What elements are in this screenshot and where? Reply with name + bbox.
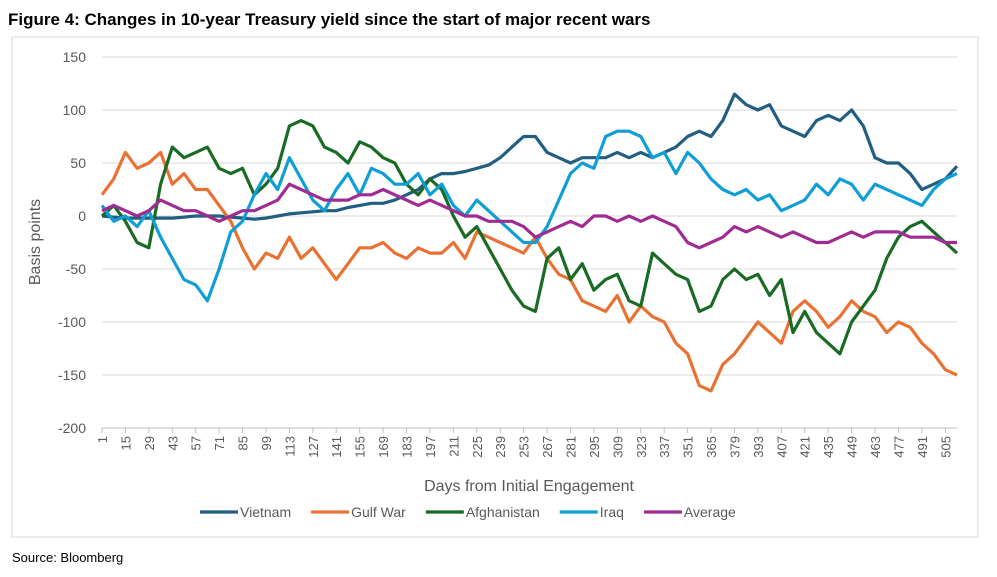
x-tick-label: 43	[165, 436, 180, 450]
x-tick-label: 449	[845, 436, 860, 458]
y-tick-label: 150	[63, 49, 87, 65]
x-tick-label: 99	[259, 436, 274, 450]
x-tick-label: 267	[540, 436, 555, 458]
x-tick-label: 365	[704, 436, 719, 458]
legend-label: Gulf War	[351, 504, 406, 520]
x-tick-label: 85	[236, 436, 251, 450]
x-tick-label: 29	[142, 436, 157, 450]
x-tick-label: 183	[400, 436, 415, 458]
x-tick-label: 253	[517, 436, 532, 458]
y-tick-label: -100	[58, 314, 86, 330]
x-tick-label: 505	[938, 436, 953, 458]
series-line	[100, 129, 958, 303]
x-tick-label: 463	[868, 436, 883, 458]
y-tick-label: -50	[66, 261, 86, 277]
chart-frame	[11, 36, 979, 538]
x-tick-label: 211	[446, 436, 461, 457]
x-tick-label: 435	[821, 436, 836, 458]
x-tick-label: 57	[189, 436, 204, 450]
series-line	[100, 119, 959, 356]
x-tick-label: 295	[587, 436, 602, 458]
x-tick-label: 169	[376, 436, 391, 458]
x-tick-label: 477	[891, 436, 906, 458]
x-tick-label: 281	[563, 436, 578, 458]
x-tick-label: 127	[306, 436, 321, 458]
x-tick-label: 71	[212, 436, 227, 450]
x-tick-label: 421	[798, 436, 813, 458]
legend-label: Afghanistan	[466, 504, 540, 520]
y-tick-label: 0	[78, 208, 86, 224]
figure-title: Figure 4: Changes in 10-year Treasury yi…	[8, 10, 650, 29]
y-tick-label: -200	[58, 420, 86, 436]
x-tick-label: 1	[95, 436, 110, 443]
x-tick-label: 379	[727, 436, 742, 458]
source-note: Source: Bloomberg	[12, 550, 123, 565]
x-tick-label: 337	[657, 436, 672, 458]
series-line	[101, 182, 957, 250]
y-tick-label: 50	[70, 155, 86, 171]
series-line	[101, 92, 959, 221]
x-tick-label: 491	[915, 436, 930, 458]
x-tick-label: 393	[751, 436, 766, 458]
x-tick-label: 197	[423, 436, 438, 458]
x-tick-label: 113	[282, 436, 297, 457]
legend-label: Iraq	[600, 504, 624, 520]
x-tick-label: 15	[118, 436, 133, 450]
legend-label: Vietnam	[240, 504, 291, 520]
x-tick-label: 239	[493, 436, 508, 458]
x-tick-label: 225	[470, 436, 485, 458]
y-tick-label: 100	[63, 102, 87, 118]
x-tick-label: 141	[329, 436, 344, 458]
legend-label: Average	[684, 504, 736, 520]
x-tick-label: 309	[610, 436, 625, 458]
y-axis-title: Basis points	[27, 199, 44, 285]
y-tick-label: -150	[58, 367, 86, 383]
x-tick-label: 323	[634, 436, 649, 458]
x-axis-title: Days from Initial Engagement	[424, 478, 634, 495]
x-tick-label: 351	[681, 436, 696, 458]
x-tick-label: 155	[353, 436, 368, 458]
series-line	[100, 150, 958, 393]
x-tick-label: 407	[774, 436, 789, 458]
